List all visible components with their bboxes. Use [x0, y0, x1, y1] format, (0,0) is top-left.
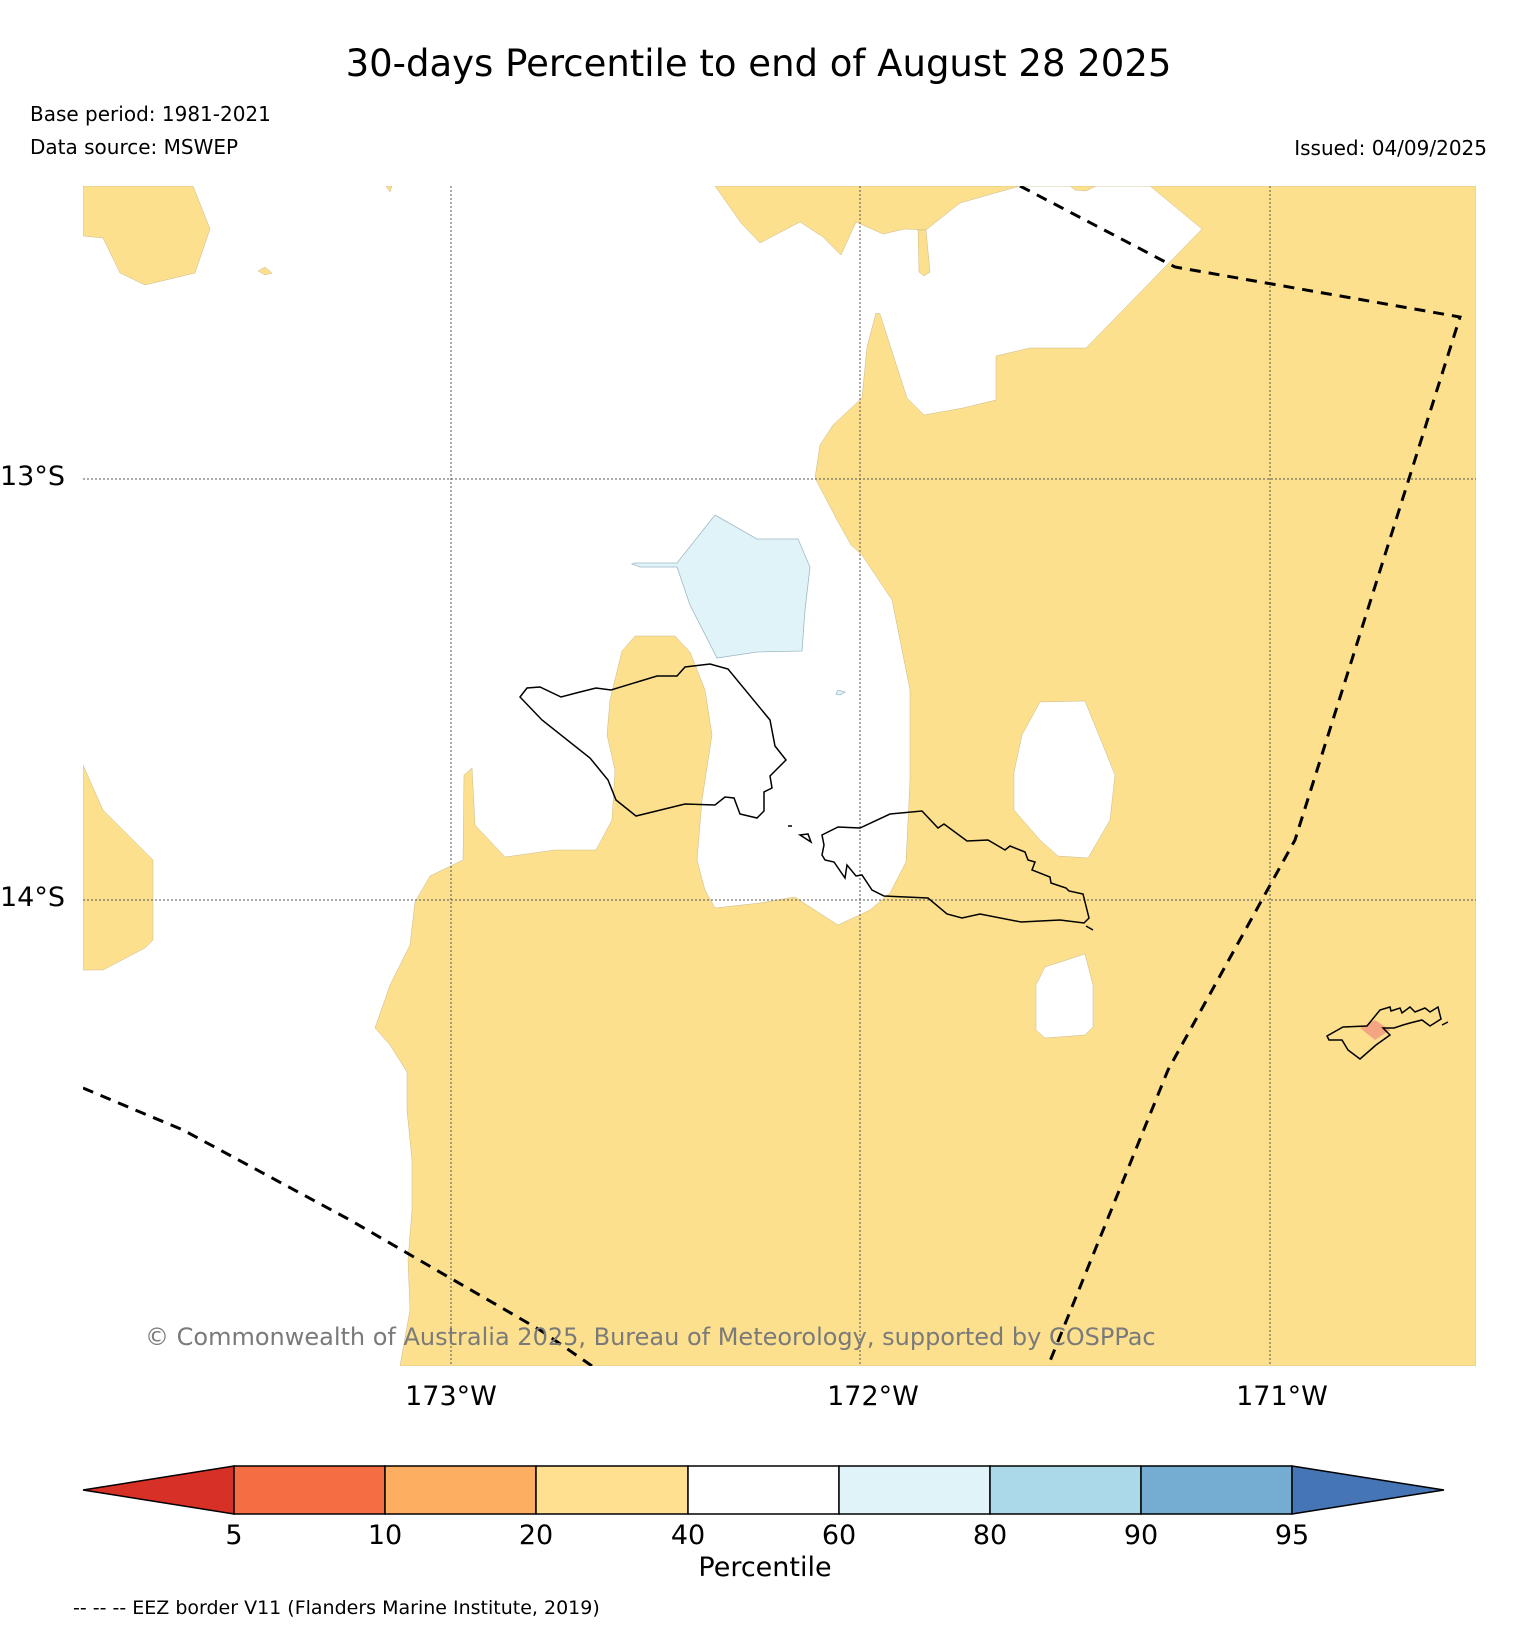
tutuila-coastline [1326, 1005, 1442, 1060]
longitude-label-171w: 171°W [1236, 1381, 1328, 1412]
graticule [83, 186, 1476, 1366]
upolu-east-tip [1085, 925, 1094, 931]
colorbar-tick-5: 5 [225, 1520, 243, 1551]
percentile-region-20-40-west [83, 764, 154, 971]
colorbar-segment-below-5 [82, 1465, 235, 1515]
latitude-label-14s: 14°S [0, 882, 65, 913]
longitude-label-172w: 172°W [827, 1381, 919, 1412]
colorbar [82, 1465, 1445, 1515]
percentile-hole-b [1035, 953, 1094, 1039]
percentile-hole-a [1013, 700, 1116, 859]
colorbar-segment-90-95 [1140, 1465, 1293, 1515]
colorbar-tick-90: 90 [1123, 1520, 1159, 1551]
colorbar-tick-40: 40 [670, 1520, 706, 1551]
percentile-speck-3 [917, 229, 931, 277]
colorbar-label: Percentile [698, 1552, 832, 1583]
copyright-notice: © Commonwealth of Australia 2025, Bureau… [145, 1323, 1156, 1351]
data-source: Data source: MSWEP [30, 135, 239, 159]
savaii-coastline [519, 663, 788, 819]
longitude-label-173w: 173°W [405, 1381, 497, 1412]
percentile-region-20-40-nw [83, 186, 211, 286]
colorbar-segment-40-60 [687, 1465, 840, 1515]
colorbar-tick-60: 60 [821, 1520, 857, 1551]
percentile-speck-60-80 [835, 689, 846, 696]
eez-border-southwest [83, 1086, 593, 1366]
eez-border [83, 186, 1462, 1366]
percentile-region-20-40-main [374, 186, 1476, 1366]
colorbar-segment-80-90 [989, 1465, 1142, 1515]
base-period: Base period: 1981-2021 [30, 102, 271, 126]
colorbar-tick-80: 80 [972, 1520, 1008, 1551]
colorbar-segment-5-10 [233, 1465, 386, 1515]
percentile-region-60-80 [630, 514, 811, 659]
percentile-speck-1 [257, 266, 273, 276]
colorbar-segment-above-95 [1291, 1465, 1445, 1515]
apolima-islet [797, 833, 813, 844]
colorbar-segment-60-80 [838, 1465, 991, 1515]
percentile-speck-4 [1069, 186, 1097, 192]
colorbar-tick-20: 20 [518, 1520, 554, 1551]
coastlines [519, 663, 1449, 1060]
issued-date: Issued: 04/09/2025 [1294, 136, 1487, 160]
colorbar-tick-95: 95 [1274, 1520, 1310, 1551]
tutuila-east-tip [1441, 1021, 1449, 1026]
eez-footnote: -- -- -- EEZ border V11 (Flanders Marine… [73, 1597, 600, 1619]
map-title: 30-days Percentile to end of August 28 2… [345, 42, 1172, 85]
upolu-coastline [821, 810, 1090, 924]
latitude-label-13s: 13°S [0, 461, 65, 492]
colorbar-segment-10-20 [384, 1465, 537, 1515]
percentile-speck-2 [385, 186, 393, 193]
colorbar-tick-10: 10 [367, 1520, 403, 1551]
colorbar-segment-20-40 [535, 1465, 689, 1515]
